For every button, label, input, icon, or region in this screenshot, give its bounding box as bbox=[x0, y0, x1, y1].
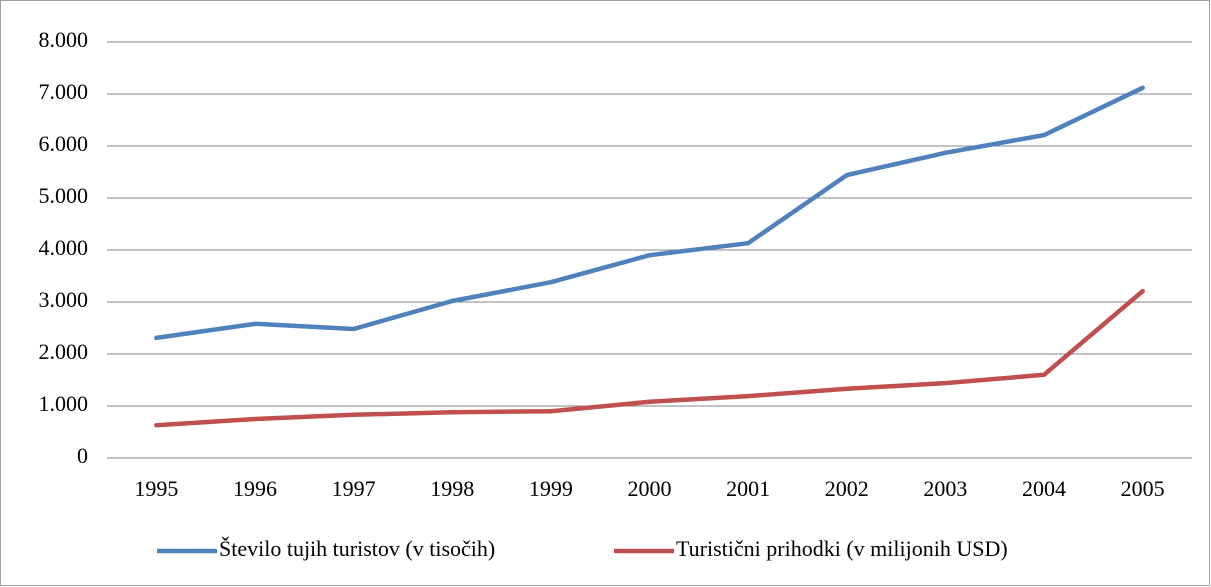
x-tick-label: 1997 bbox=[332, 476, 376, 501]
x-tick-label: 1995 bbox=[134, 476, 178, 501]
x-tick-label: 2002 bbox=[825, 476, 869, 501]
x-tick-label: 1999 bbox=[529, 476, 573, 501]
x-tick-label: 2000 bbox=[628, 476, 672, 501]
x-tick-label: 2001 bbox=[726, 476, 770, 501]
series-line bbox=[154, 288, 1145, 428]
legend-label: Število tujih turistov (v tisočih) bbox=[219, 536, 495, 561]
x-tick-label: 1998 bbox=[430, 476, 474, 501]
y-tick-label: 1.000 bbox=[39, 391, 89, 416]
x-tick-label: 2004 bbox=[1022, 476, 1066, 501]
y-tick-label: 3.000 bbox=[39, 287, 89, 312]
y-tick-label: 5.000 bbox=[39, 183, 89, 208]
y-tick-label: 2.000 bbox=[39, 339, 89, 364]
x-tick-label: 1996 bbox=[233, 476, 277, 501]
y-tick-label: 8.000 bbox=[39, 27, 89, 52]
x-tick-label: 2005 bbox=[1121, 476, 1165, 501]
x-tick-label: 2003 bbox=[923, 476, 967, 501]
y-tick-label: 0 bbox=[77, 443, 88, 468]
series-line bbox=[154, 85, 1145, 341]
legend-label: Turistični prihodki (v milijonih USD) bbox=[676, 536, 1008, 561]
y-tick-label: 7.000 bbox=[39, 79, 89, 104]
y-tick-label: 6.000 bbox=[39, 131, 89, 156]
y-tick-label: 4.000 bbox=[39, 235, 89, 260]
